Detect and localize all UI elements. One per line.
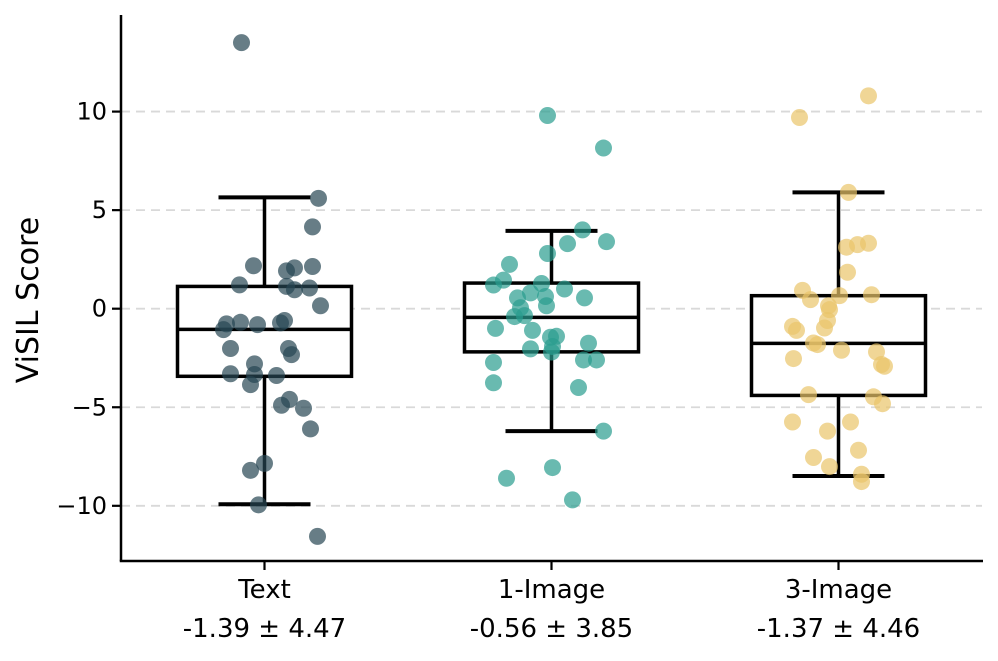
data-point bbox=[784, 413, 801, 431]
y-axis-label: ViSIL Score bbox=[11, 217, 46, 383]
data-point bbox=[273, 396, 290, 414]
data-point bbox=[805, 449, 822, 467]
data-point bbox=[595, 422, 612, 440]
data-point bbox=[839, 263, 856, 281]
data-point bbox=[840, 183, 857, 201]
data-point bbox=[559, 235, 576, 253]
data-point bbox=[791, 108, 808, 126]
data-point bbox=[821, 458, 838, 476]
data-point bbox=[276, 312, 293, 330]
data-point bbox=[302, 420, 319, 438]
data-point bbox=[860, 234, 877, 252]
category-label: Text bbox=[237, 575, 291, 605]
y-tick-label: 5 bbox=[92, 196, 107, 224]
data-point bbox=[543, 343, 560, 361]
data-point bbox=[310, 189, 327, 207]
data-point bbox=[588, 351, 605, 369]
data-point bbox=[539, 245, 556, 263]
data-point bbox=[304, 258, 321, 276]
data-point bbox=[522, 284, 539, 302]
data-point bbox=[487, 319, 504, 337]
data-point bbox=[819, 422, 836, 440]
data-point bbox=[485, 354, 502, 372]
data-point bbox=[215, 321, 232, 339]
data-point bbox=[788, 321, 805, 339]
data-point bbox=[538, 297, 555, 315]
data-point bbox=[242, 376, 259, 394]
data-point bbox=[268, 367, 285, 385]
y-tick-label: 10 bbox=[76, 98, 107, 126]
y-tick-label: −5 bbox=[72, 393, 107, 421]
data-point bbox=[860, 87, 877, 105]
data-point bbox=[833, 341, 850, 359]
data-point bbox=[485, 374, 502, 392]
data-point bbox=[286, 281, 303, 299]
data-point bbox=[516, 307, 533, 325]
data-point bbox=[249, 316, 266, 334]
data-point bbox=[539, 107, 556, 125]
data-point bbox=[580, 334, 597, 352]
data-point bbox=[256, 454, 273, 472]
y-tick-label: −10 bbox=[56, 492, 107, 520]
data-point bbox=[231, 276, 248, 294]
data-point bbox=[556, 280, 573, 298]
data-point bbox=[574, 221, 591, 239]
data-point bbox=[233, 34, 250, 52]
data-point bbox=[242, 461, 259, 479]
data-point bbox=[874, 395, 891, 413]
data-point bbox=[570, 379, 587, 397]
data-point bbox=[309, 527, 326, 545]
category-label: 1-Image bbox=[498, 575, 605, 605]
data-point bbox=[533, 274, 550, 292]
data-point bbox=[575, 351, 592, 369]
data-point bbox=[245, 257, 262, 275]
points-group bbox=[215, 34, 893, 545]
data-point bbox=[301, 279, 318, 297]
data-point bbox=[595, 139, 612, 157]
data-point bbox=[498, 469, 515, 487]
data-point bbox=[598, 233, 615, 251]
data-point bbox=[802, 291, 819, 309]
data-point bbox=[809, 336, 826, 354]
data-point bbox=[304, 218, 321, 236]
data-point bbox=[295, 399, 312, 417]
data-point bbox=[785, 350, 802, 368]
data-point bbox=[800, 386, 817, 404]
data-point bbox=[876, 357, 893, 375]
data-point bbox=[286, 259, 303, 277]
data-point bbox=[842, 413, 859, 431]
data-point bbox=[524, 321, 541, 339]
category-sublabel: -1.39 ± 4.47 bbox=[183, 614, 346, 644]
y-tick-label: 0 bbox=[92, 295, 107, 323]
data-point bbox=[250, 496, 267, 514]
category-sublabel: -0.56 ± 3.85 bbox=[470, 614, 633, 644]
x-labels-group: Text -1.39 ± 4.47 1-Image -0.56 ± 3.85 3-Ima… bbox=[183, 561, 920, 644]
data-point bbox=[544, 459, 561, 477]
data-point bbox=[831, 287, 848, 305]
data-point bbox=[283, 346, 300, 364]
data-point bbox=[312, 297, 329, 315]
data-point bbox=[816, 319, 833, 337]
data-point bbox=[522, 340, 539, 358]
box-3-image bbox=[749, 190, 928, 479]
data-point bbox=[485, 276, 502, 294]
data-point bbox=[564, 491, 581, 509]
data-point bbox=[501, 255, 518, 273]
data-point bbox=[222, 365, 239, 383]
data-point bbox=[850, 441, 867, 459]
data-point bbox=[232, 313, 249, 331]
category-sublabel: -1.37 ± 4.46 bbox=[757, 614, 920, 644]
data-point bbox=[853, 473, 870, 491]
data-point bbox=[838, 238, 855, 256]
category-label: 3-Image bbox=[785, 575, 892, 605]
data-point bbox=[863, 286, 880, 304]
data-point bbox=[222, 340, 239, 358]
data-point bbox=[576, 289, 593, 307]
